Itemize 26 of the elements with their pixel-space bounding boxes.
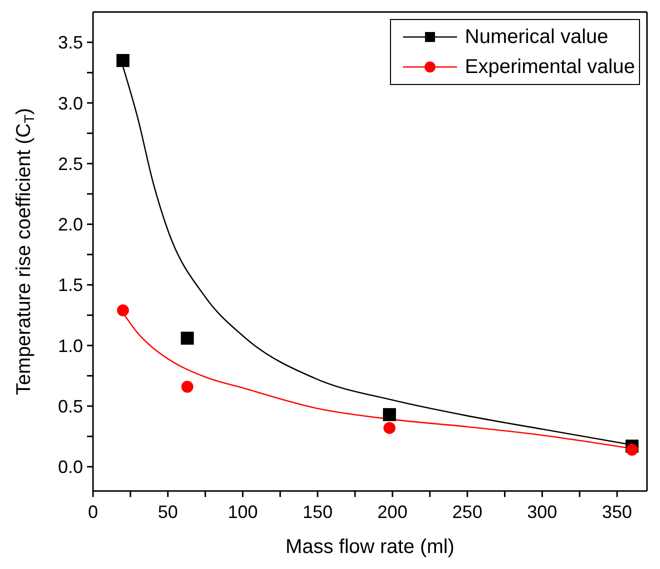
x-tick-label: 350: [602, 502, 632, 522]
x-tick-label: 250: [452, 502, 482, 522]
x-tick-label: 0: [88, 502, 98, 522]
point: [116, 304, 129, 316]
point: [383, 422, 396, 434]
y-tick-label: 2.0: [58, 214, 83, 235]
y-tick-label: 1.5: [58, 275, 83, 296]
point: [180, 332, 194, 345]
y-tick-label: 2.5: [58, 154, 83, 174]
point: [382, 408, 396, 422]
x-tick-label: 50: [158, 502, 178, 522]
point: [626, 444, 638, 456]
x-tick-label: 200: [377, 502, 408, 522]
x-tick-label: 100: [228, 502, 258, 522]
x-tick-label: 300: [527, 502, 558, 522]
point: [181, 380, 194, 393]
y-tick-label: 1.0: [58, 336, 83, 356]
y-tick-label: 3.5: [58, 32, 83, 53]
y-tick-label: 0.5: [58, 396, 83, 417]
legend-label: Numerical value: [464, 25, 608, 50]
legend-label: Experimental value: [464, 55, 635, 80]
x-tick-label: 150: [302, 502, 333, 522]
y-tick-label: 3.0: [58, 93, 83, 114]
y-tick-label: 0.0: [58, 457, 83, 478]
point: [116, 54, 130, 68]
x-axis-title: Mass flow rate (ml): [286, 536, 454, 558]
